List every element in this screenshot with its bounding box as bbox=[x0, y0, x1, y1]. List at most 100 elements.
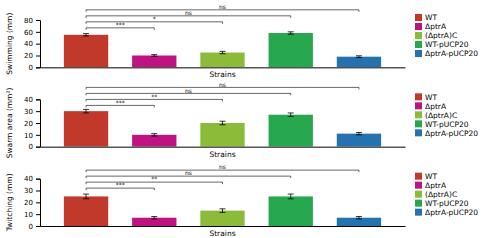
error-bar-cap bbox=[151, 136, 157, 137]
legend-swatch bbox=[415, 93, 422, 100]
error-bar bbox=[220, 121, 226, 125]
x-axis bbox=[41, 147, 406, 148]
y-tick-label: 60 bbox=[24, 29, 33, 37]
legend-label: ΔptrA-pUCP20 bbox=[425, 49, 478, 58]
chart-panel: 020406080StrainsSwimming (mm)****nsnsWTΔ… bbox=[5, 3, 478, 79]
y-tick-mark bbox=[36, 111, 40, 112]
legend-item: WT bbox=[415, 13, 437, 22]
y-tick: 80 bbox=[24, 17, 40, 25]
legend-item: ΔptrA-pUCP20 bbox=[415, 208, 478, 217]
significance-bracket bbox=[86, 176, 291, 178]
legend-label: ΔptrA bbox=[425, 181, 447, 190]
bar bbox=[132, 56, 176, 68]
significance-bracket bbox=[86, 188, 154, 190]
significance-bracket bbox=[86, 28, 154, 30]
legend-swatch bbox=[415, 200, 422, 207]
chart-panel: 0 10 20 30 40 Strains Twitching (mm) *****nsns W… bbox=[5, 163, 478, 238]
error-bar bbox=[356, 56, 362, 58]
error-bar-stem bbox=[86, 194, 87, 199]
y-tick: 40 bbox=[24, 96, 40, 104]
error-bar-cap bbox=[151, 216, 157, 217]
legend-swatch bbox=[415, 111, 422, 118]
legend-item: ΔptrA bbox=[415, 181, 447, 190]
y-tick: 40 bbox=[24, 175, 40, 183]
legend-label: ΔptrA-pUCP20 bbox=[425, 129, 478, 138]
bar bbox=[132, 135, 176, 147]
x-axis-line bbox=[41, 226, 406, 227]
legend-item: WT-pUCP20 bbox=[415, 199, 469, 208]
y-tick-label: 40 bbox=[24, 40, 33, 48]
error-bar bbox=[151, 134, 157, 136]
x-axis-line bbox=[41, 67, 406, 68]
legend-label: WT-pUCP20 bbox=[425, 40, 469, 49]
legend-label: (ΔptrA)C bbox=[425, 190, 457, 199]
error-bar-cap bbox=[83, 33, 89, 34]
legend-item: WT bbox=[415, 172, 437, 181]
significance-bracket bbox=[86, 10, 359, 12]
legend-swatch bbox=[415, 23, 422, 30]
y-tick-mark bbox=[36, 56, 40, 57]
y-tick-label: 0 bbox=[29, 223, 33, 231]
error-bar-cap bbox=[220, 53, 226, 54]
y-tick: 0 bbox=[29, 143, 40, 151]
legend-item: ΔptrA bbox=[415, 102, 447, 111]
error-bar-cap bbox=[288, 116, 294, 117]
legend-label: (ΔptrA)C bbox=[425, 111, 457, 120]
error-bar-cap bbox=[220, 124, 226, 125]
legend-swatch bbox=[415, 191, 422, 198]
legend-label: ΔptrA bbox=[425, 22, 447, 31]
y-tick-label: 20 bbox=[24, 199, 33, 207]
legend: WTΔptrA(ΔptrA)CWT-pUCP20ΔptrA-pUCP20 bbox=[415, 93, 478, 138]
x-axis-title: Strains bbox=[209, 70, 235, 79]
legend-swatch bbox=[415, 120, 422, 127]
error-bar bbox=[83, 109, 89, 113]
y-tick: 30 bbox=[24, 108, 40, 116]
y-tick-label: 80 bbox=[24, 17, 33, 25]
legend-label: WT-pUCP20 bbox=[425, 199, 469, 208]
bar bbox=[132, 218, 176, 226]
y-tick-mark bbox=[36, 191, 40, 192]
error-bar-cap bbox=[356, 132, 362, 133]
legend: WTΔptrA(ΔptrA)CWT-pUCP20ΔptrA-pUCP20 bbox=[415, 172, 478, 217]
y-axis-line bbox=[36, 179, 41, 226]
legend-item: ΔptrA-pUCP20 bbox=[415, 129, 478, 138]
y-tick-mark bbox=[36, 44, 40, 45]
error-bar-cap bbox=[356, 57, 362, 58]
error-bar-cap bbox=[151, 133, 157, 134]
significance-brackets: ****nsns bbox=[86, 3, 359, 30]
error-bar bbox=[83, 34, 89, 36]
legend-item: (ΔptrA)C bbox=[415, 111, 457, 120]
error-bar-cap bbox=[356, 134, 362, 135]
error-bar-cap bbox=[288, 112, 294, 113]
error-bar bbox=[288, 194, 294, 199]
x-axis-title: Strains bbox=[209, 229, 235, 238]
bar bbox=[64, 35, 108, 68]
legend-swatch bbox=[415, 50, 422, 57]
error-bar bbox=[220, 51, 226, 53]
y-tick-label: 30 bbox=[24, 108, 33, 116]
significance-brackets: *****nsns bbox=[86, 163, 359, 190]
significance-bracket bbox=[86, 99, 222, 101]
y-tick-mark bbox=[36, 214, 40, 215]
y-tick: 10 bbox=[24, 211, 40, 219]
legend-item: WT-pUCP20 bbox=[415, 120, 469, 129]
bar bbox=[64, 111, 108, 146]
error-bar-stem bbox=[222, 121, 223, 125]
legend-label: WT bbox=[425, 93, 437, 102]
error-bar-cap bbox=[288, 34, 294, 35]
y-tick-mark bbox=[36, 179, 40, 180]
y-tick-mark bbox=[36, 123, 40, 124]
y-tick-label: 20 bbox=[24, 120, 33, 128]
y-axis-title: Twitching (mm) bbox=[5, 173, 14, 232]
legend-swatch bbox=[415, 32, 422, 39]
bar bbox=[269, 33, 313, 67]
y-axis: 0 10 20 30 40 bbox=[24, 175, 40, 230]
significance-label: ns bbox=[219, 81, 226, 88]
error-bar-stem bbox=[86, 109, 87, 113]
x-axis-title: Strains bbox=[209, 150, 235, 159]
y-axis-title: Swarm area (mm²) bbox=[5, 88, 14, 159]
y-tick: 30 bbox=[24, 187, 40, 195]
chart-panel: 010203040StrainsSwarm area (mm²)*****nsn… bbox=[5, 81, 478, 159]
legend-item: ΔptrA bbox=[415, 22, 447, 31]
legend-swatch bbox=[415, 14, 422, 21]
